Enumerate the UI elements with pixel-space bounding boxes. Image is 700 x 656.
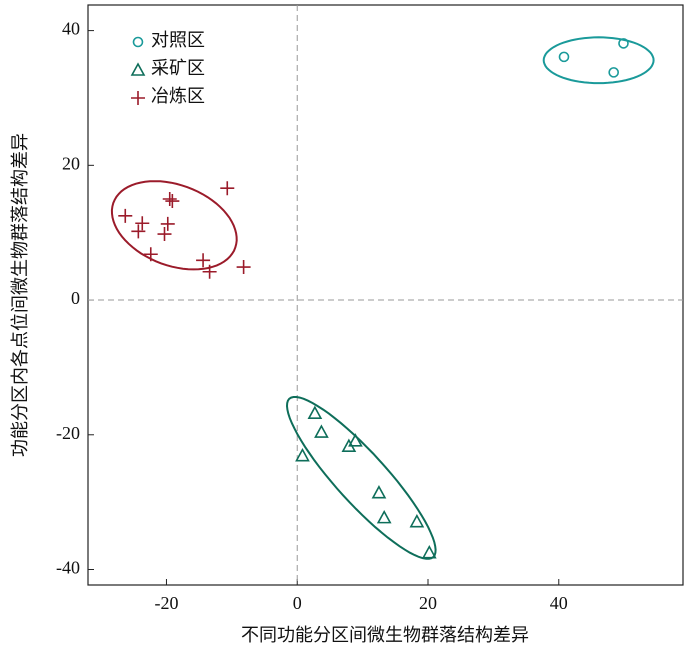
- confidence-ellipse: [285, 396, 437, 560]
- x-tick-label: 20: [419, 593, 437, 613]
- point: [118, 208, 133, 223]
- x-tick-label: -20: [154, 593, 178, 613]
- point: [135, 216, 150, 231]
- point: [376, 509, 392, 524]
- confidence-ellipse: [110, 180, 238, 271]
- point: [143, 247, 158, 262]
- point: [348, 433, 363, 447]
- point: [157, 227, 172, 242]
- point: [421, 544, 437, 559]
- legend-label: 对照区: [151, 30, 205, 50]
- point: [371, 485, 387, 499]
- legend-label: 冶炼区: [151, 86, 205, 106]
- point: [236, 260, 251, 275]
- point: [165, 194, 180, 209]
- point: [162, 192, 177, 207]
- y-axis-label: 功能分区内各点位间微生物群落结构差异: [10, 133, 30, 457]
- y-tick-label: 40: [62, 19, 80, 39]
- x-tick-label: 0: [293, 593, 302, 613]
- point: [131, 224, 146, 239]
- point: [220, 181, 235, 196]
- legend-marker: [131, 91, 145, 105]
- point: [160, 216, 175, 231]
- point: [202, 264, 217, 279]
- legend-marker: [132, 36, 144, 48]
- legend-marker: [130, 62, 146, 76]
- plot-frame: [87, 4, 684, 586]
- point: [314, 424, 329, 438]
- y-tick-label: 20: [62, 153, 80, 173]
- legend-label: 采矿区: [151, 58, 205, 78]
- point: [409, 514, 425, 528]
- y-tick-label: 0: [71, 288, 80, 308]
- point: [618, 38, 629, 49]
- point: [295, 447, 310, 462]
- point: [608, 67, 619, 78]
- point: [196, 253, 211, 268]
- point: [558, 51, 570, 63]
- y-tick-label: -20: [56, 423, 80, 443]
- y-tick-label: -40: [56, 558, 80, 578]
- x-axis-label: 不同功能分区间微生物群落结构差异: [241, 625, 529, 645]
- point: [307, 405, 323, 420]
- x-tick-label: 40: [550, 593, 568, 613]
